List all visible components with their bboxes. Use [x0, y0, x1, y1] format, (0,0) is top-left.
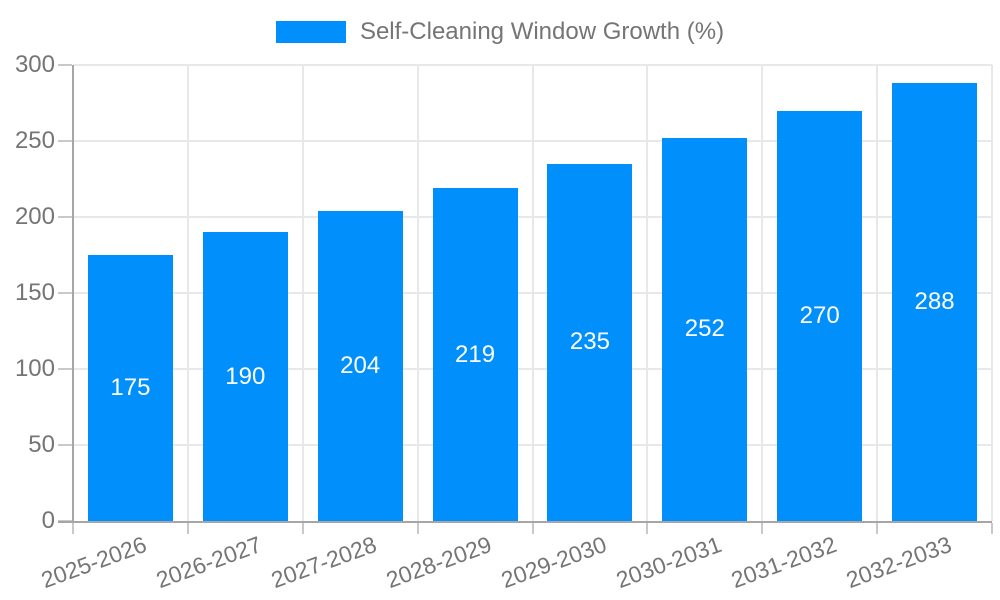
x-tick-mark: [416, 523, 419, 534]
x-gridline: [531, 65, 534, 521]
y-axis-tick-label: 300: [14, 51, 55, 78]
x-axis-tick-label: 2026-2027: [152, 531, 266, 594]
bar-2029-2030[interactable]: [547, 163, 633, 521]
legend-label: Self-Cleaning Window Growth (%): [359, 18, 725, 45]
x-axis-tick-label: 2030-2031: [612, 531, 725, 594]
bar-value-label: 190: [225, 362, 266, 390]
x-gridline: [186, 65, 189, 521]
x-tick-mark: [646, 523, 649, 534]
y-axis-tick-label: 100: [14, 355, 55, 382]
x-gridline: [646, 65, 649, 521]
y-axis-tick-label: 250: [14, 127, 55, 154]
x-gridline: [876, 65, 879, 521]
bar-2031-2032[interactable]: [777, 110, 863, 521]
legend-swatch: [275, 21, 346, 43]
y-tick-mark: [58, 292, 72, 294]
x-gridline: [416, 65, 419, 521]
bar-2028-2029[interactable]: [432, 188, 518, 521]
x-axis-tick-label: 2029-2030: [497, 531, 610, 594]
y-tick-mark: [58, 368, 72, 370]
bar-value-label: 175: [110, 374, 151, 401]
bar-value-label: 204: [340, 351, 381, 379]
bar-2026-2027[interactable]: [202, 232, 288, 521]
bar-value-label: 288: [914, 288, 955, 316]
x-tick-mark: [301, 523, 304, 534]
bar-2025-2026[interactable]: [87, 255, 173, 521]
y-axis-tick-label: 200: [14, 203, 55, 230]
y-axis-tick-label: 150: [14, 279, 55, 306]
bar-2027-2028[interactable]: [317, 210, 403, 521]
x-tick-mark: [761, 523, 764, 534]
y-tick-mark: [58, 64, 72, 66]
x-tick-mark: [72, 523, 74, 534]
y-tick-mark: [58, 140, 72, 142]
bar-2030-2031[interactable]: [662, 137, 748, 521]
x-tick-mark: [991, 523, 993, 534]
x-axis-tick-label: 2025-2026: [38, 531, 151, 594]
x-gridline: [991, 65, 993, 521]
x-tick-mark: [876, 523, 879, 534]
x-gridline: [301, 65, 304, 521]
y-axis-tick-label: 0: [41, 507, 55, 534]
x-tick-mark: [186, 523, 189, 534]
x-gridline: [761, 65, 764, 521]
bar-value-label: 270: [799, 301, 840, 329]
bar-value-label: 252: [684, 315, 725, 343]
x-axis-tick-label: 2031-2032: [727, 531, 840, 594]
x-axis-tick-label: 2027-2028: [267, 531, 381, 594]
x-axis-line: [58, 521, 992, 523]
y-axis-tick-label: 50: [28, 431, 55, 458]
y-tick-mark: [58, 444, 72, 446]
bar-2032-2033[interactable]: [892, 83, 978, 521]
x-tick-mark: [531, 523, 534, 534]
bar-value-label: 219: [455, 340, 496, 368]
y-tick-mark: [58, 216, 72, 218]
bar-value-label: 235: [569, 328, 610, 356]
chart-legend[interactable]: Self-Cleaning Window Growth (%): [0, 18, 1000, 46]
y-axis-line: [72, 65, 74, 521]
x-axis-tick-label: 2028-2029: [382, 531, 495, 594]
x-axis-tick-label: 2032-2033: [842, 531, 955, 594]
